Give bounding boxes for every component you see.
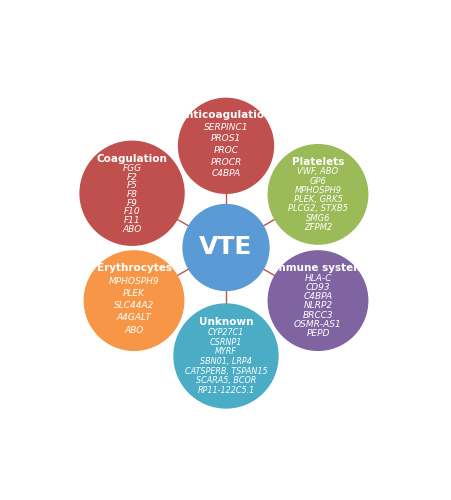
Circle shape	[80, 142, 184, 245]
Text: PLCG2, STXB5: PLCG2, STXB5	[287, 204, 347, 214]
Circle shape	[178, 98, 273, 194]
Circle shape	[84, 251, 183, 350]
Text: GP6: GP6	[309, 176, 326, 186]
Text: CYP27C1: CYP27C1	[207, 328, 244, 337]
Text: SCARA5, BCOR: SCARA5, BCOR	[195, 376, 256, 386]
Text: PLEK: PLEK	[123, 289, 145, 298]
Text: BRCC3: BRCC3	[302, 310, 332, 320]
Text: ABO: ABO	[122, 224, 142, 234]
Text: VWF, ABO: VWF, ABO	[297, 168, 338, 176]
Text: Platelets: Platelets	[291, 157, 343, 167]
Circle shape	[183, 204, 268, 290]
Text: MPHOSPH9: MPHOSPH9	[294, 186, 341, 195]
Text: A4GALT: A4GALT	[116, 314, 151, 322]
Text: F10: F10	[124, 208, 140, 216]
Text: CSRNP1: CSRNP1	[209, 338, 242, 346]
Text: F11: F11	[124, 216, 140, 225]
Text: F5: F5	[126, 182, 137, 190]
Text: Coagulation: Coagulation	[97, 154, 167, 164]
Text: C4BPA: C4BPA	[303, 292, 332, 301]
Text: HLA-C: HLA-C	[304, 274, 331, 282]
Text: Unknown: Unknown	[198, 317, 253, 327]
Text: ABO: ABO	[124, 326, 143, 334]
Text: RP11-122C5.1: RP11-122C5.1	[197, 386, 254, 395]
Text: PEPD: PEPD	[306, 330, 329, 338]
Text: F8: F8	[126, 190, 137, 199]
Text: Immune system: Immune system	[271, 264, 364, 274]
Text: F2: F2	[126, 172, 137, 182]
Text: PROCR: PROCR	[210, 158, 241, 166]
Text: CATSPERB, TSPAN15: CATSPERB, TSPAN15	[184, 366, 267, 376]
Text: MPHOSPH9: MPHOSPH9	[108, 276, 159, 285]
Text: F9: F9	[126, 198, 137, 207]
Text: C4BPA: C4BPA	[211, 170, 240, 178]
Text: SBN01, LRP4: SBN01, LRP4	[200, 357, 251, 366]
Text: SLC44A2: SLC44A2	[114, 301, 154, 310]
Text: FGG: FGG	[122, 164, 141, 173]
Text: VTE: VTE	[199, 236, 252, 260]
Text: CD93: CD93	[305, 283, 330, 292]
Text: OSMR-AS1: OSMR-AS1	[294, 320, 341, 329]
Text: PROS1: PROS1	[211, 134, 240, 143]
Text: SMG6: SMG6	[305, 214, 330, 222]
Text: NLRP2: NLRP2	[303, 302, 332, 310]
Circle shape	[174, 304, 277, 408]
Text: PROC: PROC	[213, 146, 238, 155]
Text: Erythrocytes: Erythrocytes	[97, 264, 171, 274]
Circle shape	[268, 144, 367, 244]
Circle shape	[268, 251, 367, 350]
Text: SERPINC1: SERPINC1	[203, 122, 248, 132]
Text: PLEK, GRK5: PLEK, GRK5	[293, 195, 342, 204]
Text: MYRF: MYRF	[215, 348, 236, 356]
Text: ZFPM2: ZFPM2	[303, 223, 331, 232]
Text: Anticoagulation: Anticoagulation	[179, 110, 272, 120]
